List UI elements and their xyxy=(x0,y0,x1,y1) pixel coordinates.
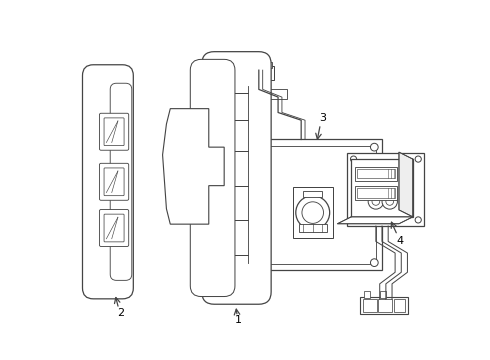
Text: 4: 4 xyxy=(396,237,403,247)
Polygon shape xyxy=(337,217,413,224)
FancyBboxPatch shape xyxy=(104,118,124,145)
Circle shape xyxy=(210,263,218,270)
Text: 1: 1 xyxy=(235,315,243,325)
Bar xyxy=(394,299,405,311)
Circle shape xyxy=(350,217,357,223)
Bar xyxy=(197,136,213,149)
Circle shape xyxy=(370,259,378,266)
Bar xyxy=(351,159,413,217)
FancyBboxPatch shape xyxy=(99,113,129,150)
FancyBboxPatch shape xyxy=(190,59,235,297)
Bar xyxy=(245,62,272,68)
Bar xyxy=(357,188,395,198)
FancyBboxPatch shape xyxy=(104,214,124,242)
Circle shape xyxy=(255,143,263,151)
Circle shape xyxy=(255,259,263,266)
Circle shape xyxy=(372,198,380,205)
Bar xyxy=(274,186,288,193)
Circle shape xyxy=(386,198,393,205)
Bar xyxy=(355,186,397,200)
Bar xyxy=(347,153,424,226)
Bar xyxy=(178,201,201,216)
Bar xyxy=(244,66,274,80)
Bar xyxy=(299,224,327,232)
Bar xyxy=(257,145,376,264)
Circle shape xyxy=(382,194,397,209)
Circle shape xyxy=(296,195,330,230)
FancyBboxPatch shape xyxy=(202,52,271,304)
Circle shape xyxy=(368,194,384,209)
Text: 2: 2 xyxy=(117,308,124,318)
Bar xyxy=(363,299,377,311)
Bar xyxy=(270,89,287,99)
Bar xyxy=(293,187,333,238)
Bar xyxy=(251,139,382,270)
Circle shape xyxy=(172,138,206,172)
Circle shape xyxy=(415,156,421,162)
Circle shape xyxy=(370,143,378,151)
Bar xyxy=(303,191,322,197)
Bar xyxy=(205,193,222,205)
Polygon shape xyxy=(399,152,413,217)
FancyBboxPatch shape xyxy=(82,65,133,299)
Circle shape xyxy=(350,156,357,162)
Text: 3: 3 xyxy=(319,113,326,123)
FancyBboxPatch shape xyxy=(110,83,132,280)
FancyBboxPatch shape xyxy=(104,168,124,195)
Bar xyxy=(365,291,370,298)
Bar xyxy=(357,169,395,178)
FancyBboxPatch shape xyxy=(99,210,129,247)
Circle shape xyxy=(302,202,323,223)
Polygon shape xyxy=(163,109,224,224)
Bar xyxy=(224,64,240,72)
Circle shape xyxy=(182,147,197,163)
Bar xyxy=(361,297,408,314)
Circle shape xyxy=(415,217,421,223)
Bar xyxy=(378,299,392,311)
Bar xyxy=(355,167,397,181)
FancyBboxPatch shape xyxy=(99,163,129,200)
Bar xyxy=(380,291,386,298)
